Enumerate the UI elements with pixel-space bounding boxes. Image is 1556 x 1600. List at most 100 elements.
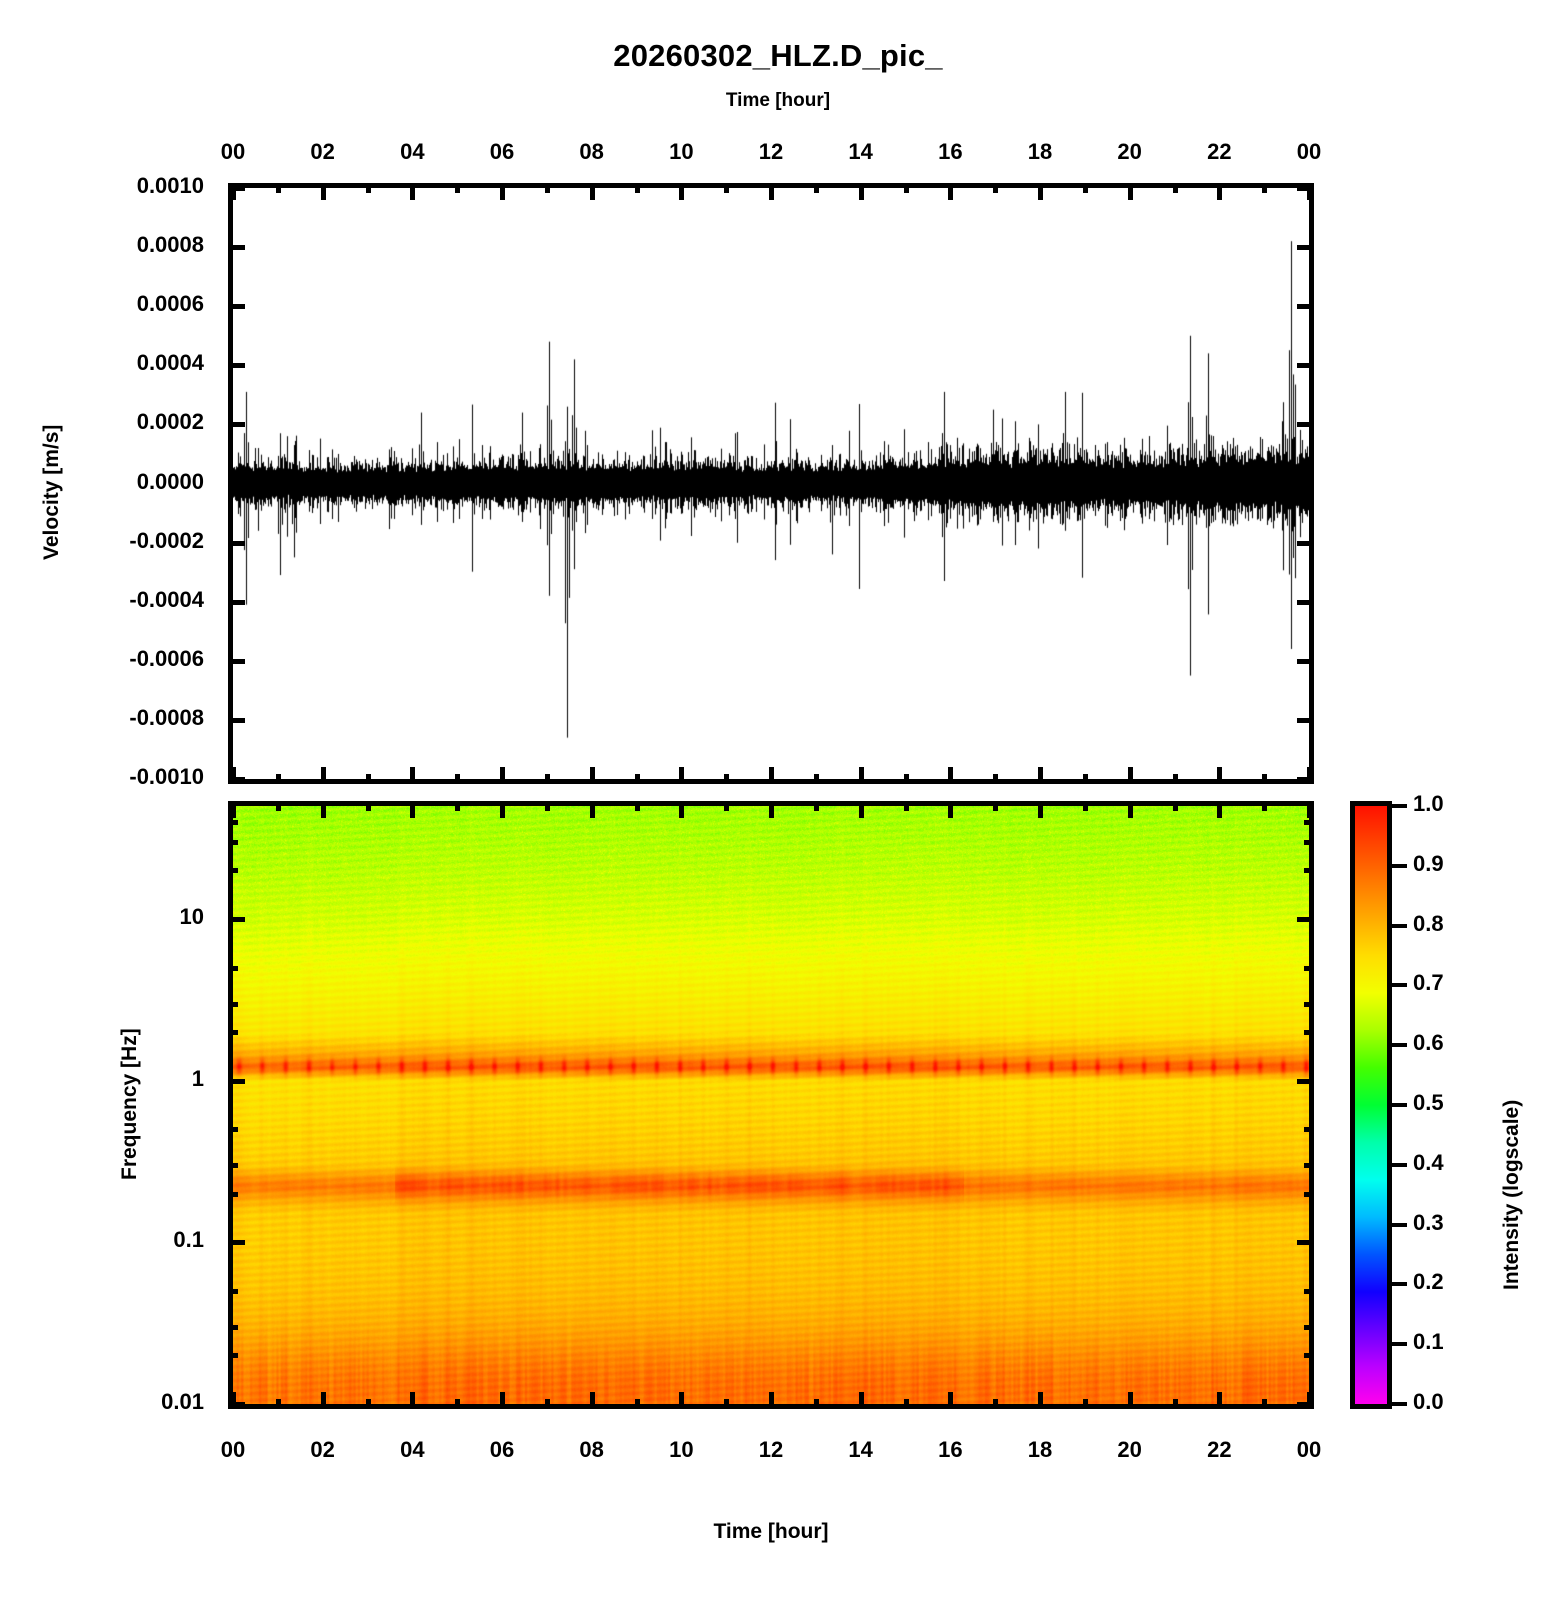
xtick-label-top: 16 bbox=[938, 139, 963, 164]
colorbar-tick-label: 0.1 bbox=[1413, 1329, 1444, 1355]
ytick-spec-major bbox=[228, 1078, 245, 1084]
xtick-top-major bbox=[1127, 183, 1133, 200]
ytick-spec-minor bbox=[228, 1127, 238, 1133]
xtick-wave-bottom-minor bbox=[724, 774, 730, 784]
ytick-wave-right bbox=[1297, 658, 1314, 664]
xtick-label-top: 00 bbox=[1296, 139, 1322, 164]
colorbar-tick bbox=[1392, 1103, 1407, 1107]
ytick-wave-major bbox=[228, 186, 245, 191]
ytick-wave-major bbox=[228, 540, 245, 546]
ytick-wave-major bbox=[228, 481, 245, 487]
ytick-spec-minor bbox=[228, 1353, 238, 1359]
xtick-wave-bottom-minor bbox=[544, 774, 550, 784]
xtick-label-bottom: 20 bbox=[1117, 1437, 1142, 1462]
colorbar-tick-label: 0.5 bbox=[1413, 1090, 1444, 1115]
xtick-label-bottom: 00 bbox=[1296, 1437, 1322, 1462]
xtick-top-minor bbox=[724, 183, 730, 193]
spectrogram-panel bbox=[228, 801, 1314, 1409]
colorbar bbox=[1350, 801, 1392, 1409]
xtick-top-minor bbox=[544, 183, 550, 193]
xtick-label-top: 02 bbox=[310, 139, 335, 164]
ytick-spec-minor bbox=[228, 1001, 238, 1007]
xtick-top-major bbox=[500, 183, 505, 200]
waveform-plot-area bbox=[233, 188, 1309, 779]
ytick-spec-minor bbox=[228, 1324, 238, 1330]
colorbar-tick bbox=[1392, 1162, 1407, 1167]
xtick-label-top: 06 bbox=[489, 139, 515, 164]
xtick-wave-bottom-major bbox=[589, 767, 595, 784]
xtick-wave-bottom-major bbox=[1307, 767, 1312, 784]
colorbar-tick bbox=[1392, 804, 1407, 808]
xtick-top-minor bbox=[275, 183, 281, 193]
xtick-top-major bbox=[320, 183, 326, 200]
ytick-wave-right bbox=[1297, 363, 1314, 369]
xtick-spec-top-major bbox=[948, 801, 954, 818]
xtick-wave-bottom-major bbox=[769, 767, 774, 784]
xtick-top-minor bbox=[903, 183, 909, 193]
xtick-wave-bottom-major bbox=[231, 767, 236, 784]
colorbar-tick bbox=[1392, 1402, 1407, 1406]
ytick-spec-minor-right bbox=[1304, 1030, 1314, 1035]
xtick-spec-top-minor bbox=[813, 801, 819, 811]
xtick-label-bottom: 18 bbox=[1027, 1437, 1053, 1462]
ytick-label-spec: 1 bbox=[191, 1065, 204, 1091]
xtick-label-bottom: 08 bbox=[579, 1437, 604, 1462]
ytick-spec-minor bbox=[228, 965, 238, 971]
xtick-top-minor bbox=[1082, 183, 1088, 193]
xtick-label-top: 04 bbox=[400, 139, 425, 164]
xtick-label-top: 20 bbox=[1117, 139, 1142, 164]
ytick-spec-right bbox=[1297, 1240, 1314, 1246]
ytick-wave-right bbox=[1297, 422, 1314, 428]
colorbar-tick-label: 0.4 bbox=[1413, 1149, 1444, 1175]
ytick-label-wave: 0.0010 bbox=[136, 173, 204, 198]
xtick-top-major bbox=[589, 183, 595, 200]
ytick-wave-major bbox=[228, 304, 245, 310]
colorbar-tick bbox=[1392, 1342, 1407, 1347]
ytick-wave-major bbox=[228, 658, 245, 664]
xtick-wave-bottom-minor bbox=[455, 774, 461, 784]
ytick-label-wave: -0.0006 bbox=[129, 645, 204, 671]
ytick-label-wave: 0.0004 bbox=[136, 350, 204, 376]
xtick-top-major bbox=[1038, 183, 1043, 200]
xtick-spec-bottom-minor bbox=[993, 1399, 999, 1409]
ytick-label-spec: 0.01 bbox=[161, 1389, 204, 1414]
spectrogram-ylabel: Frequency [Hz] bbox=[118, 1028, 141, 1180]
ytick-wave-right bbox=[1297, 245, 1314, 251]
xtick-label-top: 08 bbox=[579, 139, 604, 164]
xtick-spec-top-minor bbox=[1262, 801, 1268, 811]
xtick-spec-top-major bbox=[500, 801, 505, 818]
xtick-spec-bottom-major bbox=[589, 1392, 595, 1409]
xtick-spec-top-major bbox=[679, 801, 685, 818]
bottom-axis-title: Time [hour] bbox=[713, 1520, 829, 1543]
xtick-spec-top-minor bbox=[544, 801, 550, 811]
xtick-spec-bottom-major bbox=[679, 1392, 685, 1409]
xtick-label-bottom: 06 bbox=[489, 1437, 515, 1462]
ytick-spec-minor-right bbox=[1304, 1163, 1314, 1169]
colorbar-tick-label: 0.0 bbox=[1413, 1389, 1444, 1414]
colorbar-tick-label: 0.3 bbox=[1413, 1209, 1444, 1235]
ytick-label-wave: -0.0002 bbox=[129, 527, 204, 553]
xtick-spec-top-minor bbox=[365, 801, 371, 811]
xtick-top-minor bbox=[813, 183, 819, 193]
ytick-spec-minor-right bbox=[1304, 1324, 1314, 1330]
ytick-spec-right bbox=[1297, 917, 1314, 922]
xtick-wave-bottom-minor bbox=[365, 774, 371, 784]
ytick-spec-minor-right bbox=[1304, 839, 1314, 845]
colorbar-tick-label: 0.9 bbox=[1413, 850, 1444, 876]
xtick-label-top: 18 bbox=[1027, 139, 1053, 164]
ytick-wave-major bbox=[228, 777, 245, 782]
xtick-label-top: 14 bbox=[848, 139, 873, 164]
xtick-wave-bottom-major bbox=[1127, 767, 1133, 784]
waveform-trace bbox=[233, 188, 1309, 779]
xtick-wave-bottom-major bbox=[679, 767, 685, 784]
ytick-label-wave: -0.0004 bbox=[129, 586, 204, 612]
ytick-wave-major bbox=[228, 599, 245, 605]
xtick-spec-bottom-major bbox=[231, 1392, 236, 1409]
xtick-spec-top-minor bbox=[903, 801, 909, 811]
xtick-wave-bottom-major bbox=[858, 767, 864, 784]
colorbar-tick-label: 0.8 bbox=[1413, 910, 1444, 936]
ytick-wave-major bbox=[228, 422, 245, 428]
xtick-spec-bottom-major bbox=[500, 1392, 505, 1409]
colorbar-tick-label: 0.7 bbox=[1413, 970, 1444, 996]
xtick-spec-bottom-minor bbox=[1172, 1399, 1178, 1409]
